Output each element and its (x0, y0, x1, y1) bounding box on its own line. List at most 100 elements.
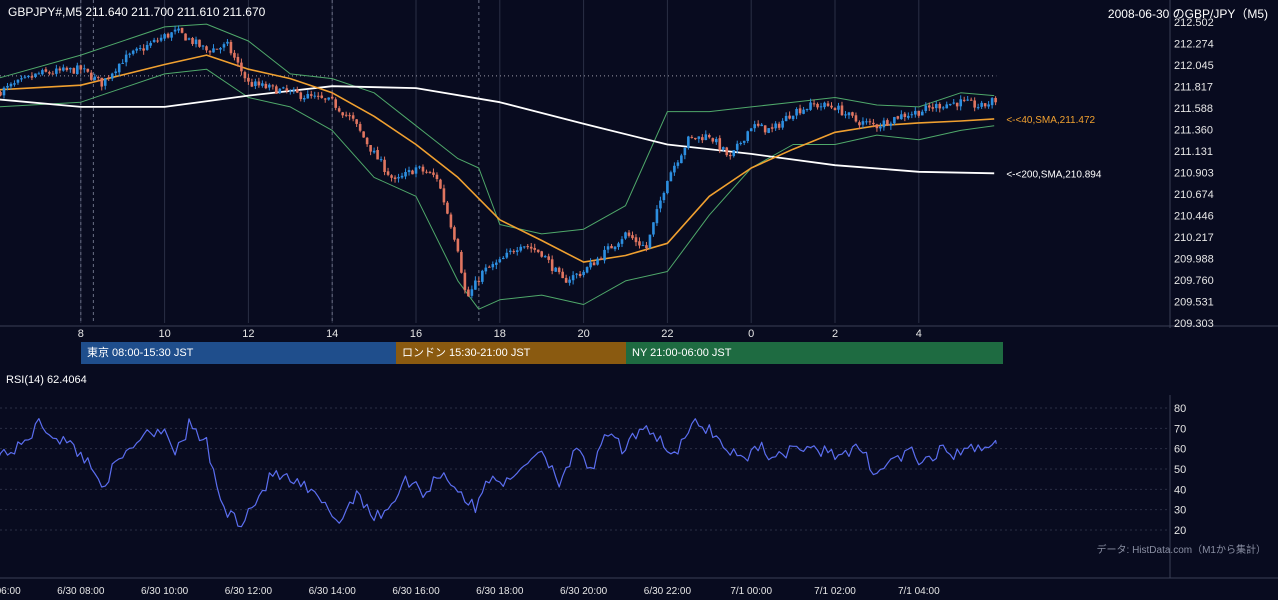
candle-body (404, 172, 407, 177)
candle-body (889, 123, 893, 126)
candle-body (934, 104, 938, 109)
candle-body (701, 137, 704, 141)
candle-body (742, 140, 746, 143)
candle-body (295, 89, 299, 93)
candle-body (177, 28, 180, 31)
candle-body (407, 170, 411, 173)
time-tick-label: 7/1 02:00 (814, 586, 856, 597)
price-tick-label: 211.588 (1174, 103, 1213, 115)
rsi-tick-label: 40 (1174, 484, 1186, 496)
candle-body (205, 46, 208, 51)
candle-body (753, 124, 756, 129)
candle-body (313, 95, 317, 97)
candle-body (369, 145, 372, 152)
rsi-tick-label: 30 (1174, 505, 1186, 517)
time-tick-label: 6/30 08:00 (57, 586, 105, 597)
candle-body (784, 115, 788, 122)
candle-body (114, 71, 118, 74)
candle-body (519, 246, 523, 251)
time-tick-label: 6/30 20:00 (560, 586, 608, 597)
candle-body (543, 256, 547, 258)
candle-body (631, 235, 634, 239)
candle-body (648, 234, 652, 248)
candle-body (980, 102, 983, 107)
candle-body (365, 137, 369, 145)
candle-body (261, 83, 264, 86)
candle-body (826, 103, 830, 106)
candle-body (275, 86, 278, 94)
price-grid (0, 0, 1278, 328)
candle-body (721, 147, 725, 150)
candle-body (191, 37, 194, 44)
candle-body (27, 75, 30, 78)
rsi-axis: 80 70 60 50 40 30 20 (1174, 403, 1186, 537)
session-tokyo: 東京 08:00-15:30 JST (81, 342, 396, 364)
candle-body (746, 131, 750, 141)
candle-body (44, 69, 48, 72)
candle-body (662, 192, 666, 201)
hour-tick-label: 16 (410, 328, 422, 340)
moving-averages: <-<40,SMA,211.472 <-<200,SMA,210.894 (0, 54, 1102, 263)
candle-body (358, 124, 362, 131)
candle-body (268, 84, 271, 88)
candle-body (488, 266, 491, 268)
candle-body (624, 232, 627, 239)
candle-body (652, 222, 655, 235)
hour-tick-label: 8 (78, 328, 84, 340)
candle-body (376, 150, 379, 160)
hour-tick-label: 12 (242, 328, 254, 340)
candle-body (477, 280, 481, 282)
candle-body (247, 77, 250, 82)
candle-body (694, 137, 697, 140)
candle-body (152, 39, 156, 43)
candle-body (680, 155, 683, 164)
candle-body (920, 111, 924, 116)
candle-body (882, 120, 886, 128)
price-tick-label: 209.988 (1174, 254, 1214, 266)
candle-body (463, 272, 467, 291)
candle-body (589, 262, 592, 268)
price-tick-label: 210.674 (1174, 189, 1214, 201)
candle-body (620, 239, 624, 244)
candle-body (163, 34, 166, 39)
candle-body (575, 273, 578, 275)
candle-body (858, 122, 861, 126)
time-tick-label: 7/1 04:00 (898, 586, 940, 597)
candle-body (582, 271, 585, 276)
price-tick-label: 211.360 (1174, 124, 1213, 136)
candle-body (124, 54, 128, 63)
candle-body (931, 107, 935, 109)
candle-body (327, 97, 331, 100)
rsi-line (0, 418, 997, 528)
candle-body (439, 179, 442, 189)
price-tick-label: 210.903 (1174, 167, 1214, 179)
candle-body (739, 142, 743, 144)
candle-body (51, 73, 55, 75)
time-tick-label: 6/30 18:00 (476, 586, 524, 597)
candle-body (184, 33, 187, 41)
candle-body (847, 112, 851, 116)
price-tick-label: 211.817 (1174, 81, 1213, 93)
candle-body (865, 121, 868, 123)
candle-body (522, 246, 526, 248)
candle-body (243, 72, 247, 79)
time-tick-label: 6/30 10:00 (141, 586, 189, 597)
candle-body (37, 73, 41, 75)
candle-body (0, 91, 2, 96)
rsi-tick-label: 20 (1174, 525, 1186, 537)
candle-body (264, 83, 268, 89)
candle-body (959, 99, 962, 107)
candle-body (914, 110, 917, 115)
candle-body (299, 92, 303, 99)
candle-body (659, 200, 662, 209)
candle-body (501, 257, 505, 260)
candle-body (16, 79, 20, 83)
session-newyork: NY 21:00-06:00 JST (626, 342, 1003, 364)
candle-body (138, 48, 142, 50)
candle-body (103, 78, 107, 86)
candle-body (634, 237, 638, 243)
candle-body (250, 82, 254, 87)
candle-body (320, 95, 324, 98)
candle-body (390, 175, 393, 178)
candle-body (927, 105, 931, 108)
